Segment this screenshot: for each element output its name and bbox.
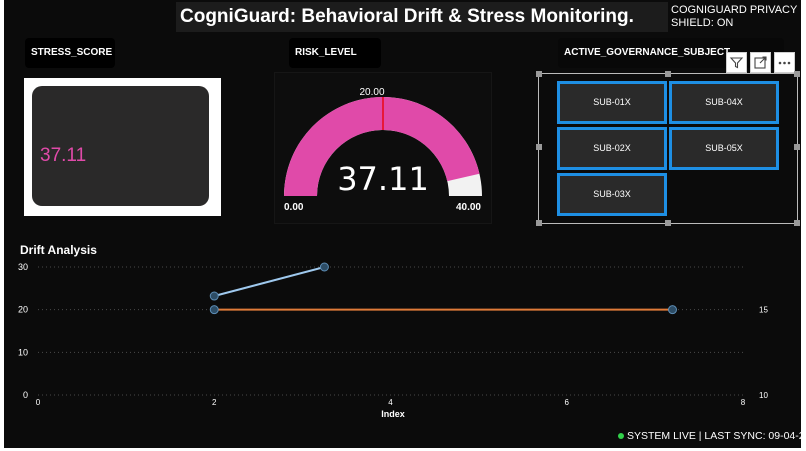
stress-score-card[interactable]: 37.11	[24, 78, 221, 216]
x-tick-label: 0	[36, 398, 41, 407]
subject-button[interactable]: SUB-04X	[669, 81, 779, 124]
y-tick-label: 20	[18, 305, 28, 315]
drift-analysis-chart[interactable]: 0 10 20 30 10 15 0 2 4 6 8 Index	[4, 0, 801, 448]
x-tick-label: 6	[565, 398, 570, 407]
gauge-max-label: 40.00	[456, 202, 481, 213]
focus-mode-button[interactable]	[750, 52, 771, 73]
subject-button[interactable]: SUB-03X	[557, 173, 667, 216]
y2-tick-label: 10	[759, 391, 768, 400]
y-tick-label: 10	[18, 347, 28, 357]
subject-button[interactable]: SUB-01X	[557, 81, 667, 124]
risk-level-gauge-card[interactable]: 20.00 37.11 0.00 40.00	[274, 72, 492, 224]
resize-handle[interactable]	[665, 71, 671, 77]
more-options-icon	[778, 61, 791, 65]
subject-button[interactable]: SUB-02X	[557, 127, 667, 170]
resize-handle[interactable]	[794, 144, 800, 150]
stress-score-label: STRESS_SCORE	[25, 38, 115, 68]
resize-handle[interactable]	[794, 220, 800, 226]
x-tick-label: 2	[212, 398, 217, 407]
y-tick-label: 0	[23, 390, 28, 400]
resize-handle[interactable]	[536, 220, 542, 226]
filter-button[interactable]	[726, 52, 747, 73]
resize-handle[interactable]	[665, 220, 671, 226]
drift-chart-title: Drift Analysis	[20, 243, 97, 257]
system-status-text: SYSTEM LIVE | LAST SYNC: 09-04-2026.	[627, 430, 806, 442]
data-point	[319, 262, 329, 272]
gauge-fill	[284, 97, 480, 196]
stress-score-tile: 37.11	[32, 86, 209, 206]
privacy-line-1: COGNIGUARD PRIVACY	[671, 4, 798, 16]
page-title: CogniGuard: Behavioral Drift & Stress Mo…	[176, 2, 668, 32]
subject-button[interactable]: SUB-05X	[669, 127, 779, 170]
y2-tick-label: 15	[759, 306, 768, 315]
focus-mode-icon	[754, 56, 767, 69]
data-point	[209, 305, 219, 315]
x-tick-label: 4	[388, 398, 393, 407]
live-status-icon	[618, 433, 624, 440]
system-status: SYSTEM LIVE | LAST SYNC: 09-04-2026.	[618, 430, 806, 442]
data-point	[668, 305, 677, 315]
x-axis-label: Index	[381, 409, 405, 419]
more-options-button[interactable]	[774, 52, 795, 73]
resize-handle[interactable]	[794, 71, 800, 77]
risk-level-label: RISK_LEVEL	[289, 38, 381, 68]
dashboard-canvas: CogniGuard: Behavioral Drift & Stress Mo…	[4, 0, 806, 448]
governance-slicer[interactable]: SUB-01X SUB-04X SUB-02X SUB-05X SUB-03X	[536, 71, 800, 226]
gauge-min-label: 0.00	[284, 202, 304, 213]
y-tick-label: 30	[18, 262, 28, 272]
filter-icon	[729, 57, 744, 69]
gauge-target-label: 20.00	[359, 87, 384, 98]
data-point	[209, 291, 219, 301]
stress-score-value: 37.11	[40, 145, 87, 166]
resize-handle[interactable]	[536, 71, 542, 77]
privacy-status: COGNIGUARD PRIVACY SHIELD: ON	[671, 4, 803, 30]
x-tick-label: 8	[741, 398, 746, 407]
privacy-line-2: SHIELD: ON	[671, 17, 734, 29]
risk-level-gauge: 20.00 37.11 0.00 40.00	[284, 87, 482, 213]
series-line	[213, 267, 325, 297]
gauge-value: 37.11	[337, 160, 429, 198]
resize-handle[interactable]	[536, 144, 542, 150]
